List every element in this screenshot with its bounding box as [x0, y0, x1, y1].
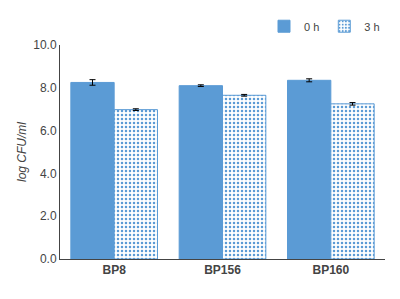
svg-text:BP8: BP8 [102, 263, 126, 277]
svg-text:BP156: BP156 [204, 263, 241, 277]
svg-text:BP160: BP160 [312, 263, 349, 277]
svg-text:10.0: 10.0 [33, 38, 57, 52]
svg-text:3 h: 3 h [364, 21, 379, 33]
svg-text:0 h: 0 h [304, 21, 319, 33]
svg-text:4.0: 4.0 [40, 167, 57, 181]
svg-text:6.0: 6.0 [40, 124, 57, 138]
svg-text:2.0: 2.0 [40, 209, 57, 223]
svg-text:log CFU/ml: log CFU/ml [15, 122, 29, 182]
svg-text:0.0: 0.0 [40, 252, 57, 266]
svg-text:8.0: 8.0 [40, 81, 57, 95]
